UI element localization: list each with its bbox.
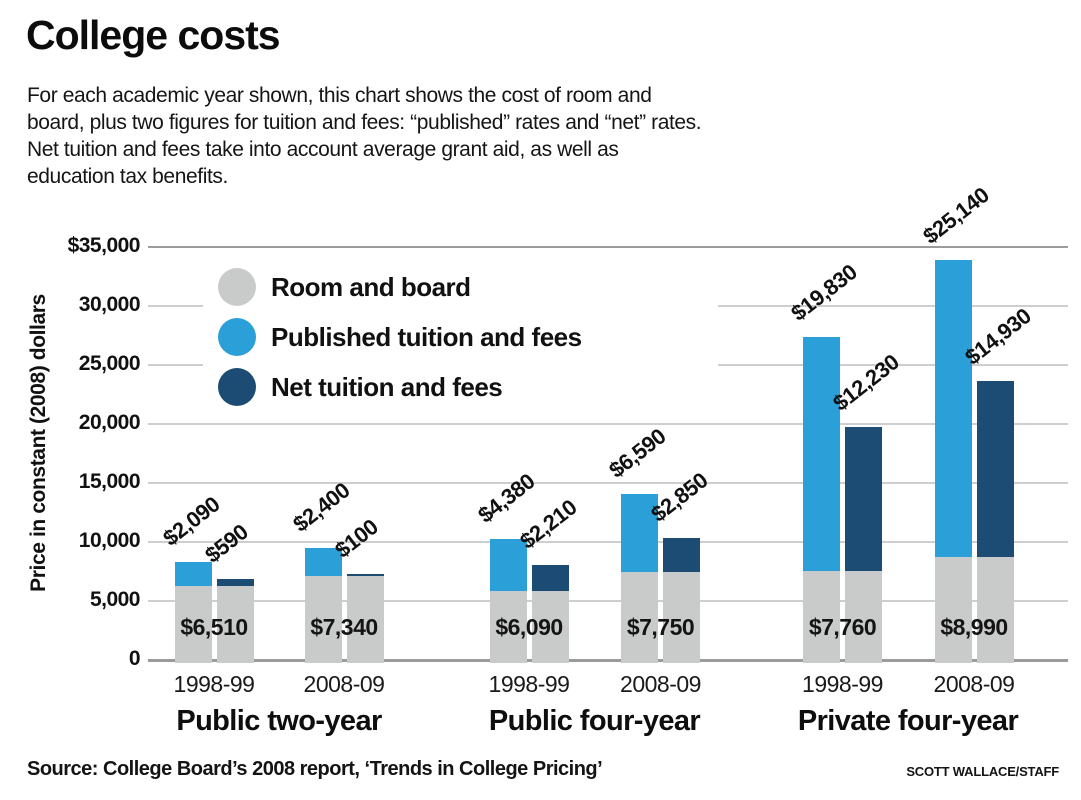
y-tick-label: 5,000 — [89, 588, 141, 611]
room-board-value-label: $8,990 — [940, 614, 1008, 640]
room-board-value-label: $6,510 — [180, 614, 248, 640]
legend-item: Published tuition and fees — [218, 318, 718, 356]
legend-item: Room and board — [218, 268, 718, 306]
year-axis-label: 1998-99 — [488, 671, 570, 697]
y-tick-label: 25,000 — [78, 352, 141, 375]
y-tick-label: 15,000 — [78, 470, 141, 493]
bar-published-tuition — [489, 539, 527, 592]
year-axis-label: 1998-99 — [173, 671, 255, 697]
net-value-label: $100 — [329, 514, 383, 563]
gridline — [148, 482, 1068, 484]
published-value-label: $6,590 — [604, 423, 671, 483]
published-value-label: $2,400 — [287, 477, 354, 537]
group-axis-label: Public two-year — [176, 705, 382, 737]
bar-room-board — [346, 576, 384, 663]
legend-swatch-icon — [218, 318, 256, 356]
bar-net-tuition — [976, 380, 1014, 557]
legend-label: Published tuition and fees — [271, 321, 582, 352]
credit-text: SCOTT WALLACE/STAFF — [906, 764, 1059, 779]
gridline — [148, 541, 1068, 543]
source-text: Source: College Board’s 2008 report, ‘Tr… — [27, 758, 603, 780]
bar-room-board — [621, 571, 658, 663]
y-tick-label: 30,000 — [78, 293, 141, 316]
bar-net-tuition — [216, 579, 254, 587]
group-axis-label: Public four-year — [488, 705, 701, 737]
legend-swatch-icon — [218, 268, 256, 306]
year-axis-label: 2008-09 — [303, 671, 385, 697]
room-board-value-label: $7,340 — [310, 614, 378, 640]
y-tick-label: 20,000 — [78, 411, 141, 434]
bar-room-board — [803, 571, 840, 663]
y-tick-label: $35,000 — [67, 234, 141, 257]
gridline — [148, 600, 1068, 602]
bar-published-tuition — [803, 337, 840, 572]
bar-published-tuition — [304, 548, 342, 577]
bar-room-board — [845, 571, 882, 663]
net-value-label: $12,230 — [828, 349, 904, 416]
bar-net-tuition — [845, 427, 882, 572]
legend-swatch-icon — [218, 368, 256, 406]
group-axis-label: Private four-year — [797, 705, 1019, 737]
chart-description: For each academic year shown, this chart… — [27, 82, 767, 190]
legend-label: Room and board — [271, 271, 471, 302]
bar-room-board — [934, 556, 972, 663]
bar-room-board — [489, 591, 527, 663]
bar-room-board — [663, 571, 700, 663]
bar-room-board — [304, 576, 342, 663]
year-axis-label: 1998-99 — [802, 671, 883, 697]
gridline — [148, 423, 1068, 425]
bar-published-tuition — [621, 493, 658, 572]
chart-title: College costs — [26, 12, 281, 58]
description-line: Net tuition and fees take into account a… — [27, 138, 619, 161]
room-board-value-label: $7,750 — [626, 614, 695, 640]
description-line: For each academic year shown, this chart… — [27, 84, 652, 107]
net-value-label: $14,930 — [959, 303, 1036, 370]
room-board-value-label: $7,760 — [808, 614, 877, 640]
room-board-value-label: $6,090 — [495, 614, 563, 640]
legend-item: Net tuition and fees — [218, 368, 718, 406]
y-tick-label: 0 — [128, 647, 141, 670]
legend-label: Net tuition and fees — [271, 371, 503, 402]
bar-room-board — [531, 591, 569, 663]
description-line: education tax benefits. — [27, 165, 228, 188]
y-tick-label: 10,000 — [78, 529, 141, 552]
net-value-label: $2,850 — [646, 467, 713, 527]
description-line: board, plus two figures for tuition and … — [27, 111, 702, 134]
x-axis-baseline — [148, 659, 1068, 662]
bar-room-board — [216, 586, 254, 663]
bar-published-tuition — [174, 561, 212, 587]
bar-room-board — [976, 556, 1014, 663]
net-value-label: $2,210 — [514, 494, 581, 554]
net-value-label: $590 — [199, 519, 253, 569]
bar-net-tuition — [346, 573, 384, 577]
gridline — [148, 246, 1068, 248]
chart-legend: Room and board Published tuition and fees… — [203, 262, 718, 414]
published-value-label: $25,140 — [917, 182, 994, 250]
bar-room-board — [174, 586, 212, 663]
bar-published-tuition — [934, 260, 972, 557]
published-value-label: $19,830 — [786, 259, 862, 327]
bar-net-tuition — [531, 565, 569, 592]
year-axis-label: 2008-09 — [933, 671, 1015, 697]
published-value-label: $4,380 — [472, 468, 539, 529]
year-axis-label: 2008-09 — [620, 671, 701, 697]
bar-net-tuition — [663, 537, 700, 572]
